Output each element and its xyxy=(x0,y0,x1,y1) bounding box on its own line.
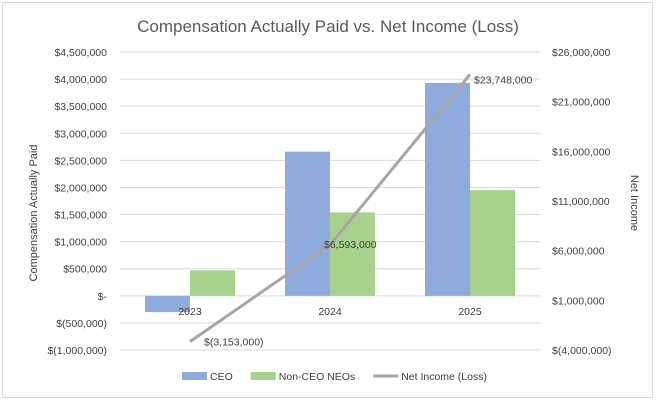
y-tick-label: $(500,000) xyxy=(56,318,107,330)
y-tick-label: $3,000,000 xyxy=(54,128,107,140)
y-tick-label: $2,500,000 xyxy=(54,155,107,167)
legend-item-ceo-swatch xyxy=(182,372,207,380)
y2-tick-label: $(4,000,000) xyxy=(552,345,612,357)
y-tick-label: $2,000,000 xyxy=(54,182,107,194)
y-tick-label: $1,500,000 xyxy=(54,210,107,222)
y2-axis-title: Net Income xyxy=(628,175,640,231)
legend-item-non-ceo-neos-label: Non-CEO NEOs xyxy=(279,371,355,383)
y2-tick-label: $21,000,000 xyxy=(552,97,611,109)
legend-item-ceo-label: CEO xyxy=(210,371,233,383)
bars xyxy=(145,82,515,313)
y-axis-title: Compensation Actually Paid xyxy=(28,145,40,282)
x-axis-ticks: 2023 2024 2025 xyxy=(178,306,482,318)
legend-item-net-income-label: Net Income (Loss) xyxy=(401,371,487,383)
bar-non-ceo-neos xyxy=(190,270,235,296)
y-tick-label: $4,000,000 xyxy=(54,74,107,86)
net-income-line-group xyxy=(189,73,472,343)
y-tick-label: $500,000 xyxy=(63,264,107,276)
y2-tick-label: $6,000,000 xyxy=(552,246,605,258)
x-tick-label: 2023 xyxy=(178,306,202,318)
y-tick-label: $3,500,000 xyxy=(54,101,107,113)
y2-tick-label: $26,000,000 xyxy=(552,47,611,59)
y-tick-label: $1,000,000 xyxy=(54,237,107,249)
bar-ceo xyxy=(425,82,470,296)
data-labels: $(3,153,000) $6,593,000 $23,748,000 xyxy=(204,74,533,348)
y-tick-label: $(1,000,000) xyxy=(47,345,107,357)
bar-non-ceo-neos xyxy=(330,212,375,296)
bar-ceo xyxy=(285,151,330,296)
net-income-line xyxy=(189,73,472,343)
x-tick-label: 2025 xyxy=(458,306,482,318)
y-tick-label: $- xyxy=(98,291,108,303)
y-tick-label: $4,500,000 xyxy=(54,47,107,59)
bar-ceo xyxy=(145,295,190,313)
legend-item-non-ceo-neos-swatch xyxy=(250,372,276,380)
left-axis-ticks: $(1,000,000) $(500,000) $- $500,000 $1,000,0… xyxy=(47,47,107,357)
net-income-data-label: $(3,153,000) xyxy=(204,337,264,349)
net-income-data-label: $23,748,000 xyxy=(474,74,533,86)
legend: CEO Non-CEO NEOs Net Income (Loss) xyxy=(182,371,487,383)
chart-title: Compensation Actually Paid vs. Net Incom… xyxy=(137,17,519,36)
net-income-data-label: $6,593,000 xyxy=(324,239,377,251)
y2-tick-label: $11,000,000 xyxy=(552,196,610,208)
x-tick-label: 2024 xyxy=(318,306,342,318)
y2-tick-label: $16,000,000 xyxy=(552,146,611,158)
y2-tick-label: $1,000,000 xyxy=(552,295,605,307)
right-axis-ticks: $(4,000,000) $1,000,000 $6,000,000 $11,000,… xyxy=(552,47,612,357)
bar-non-ceo-neos xyxy=(470,190,515,296)
